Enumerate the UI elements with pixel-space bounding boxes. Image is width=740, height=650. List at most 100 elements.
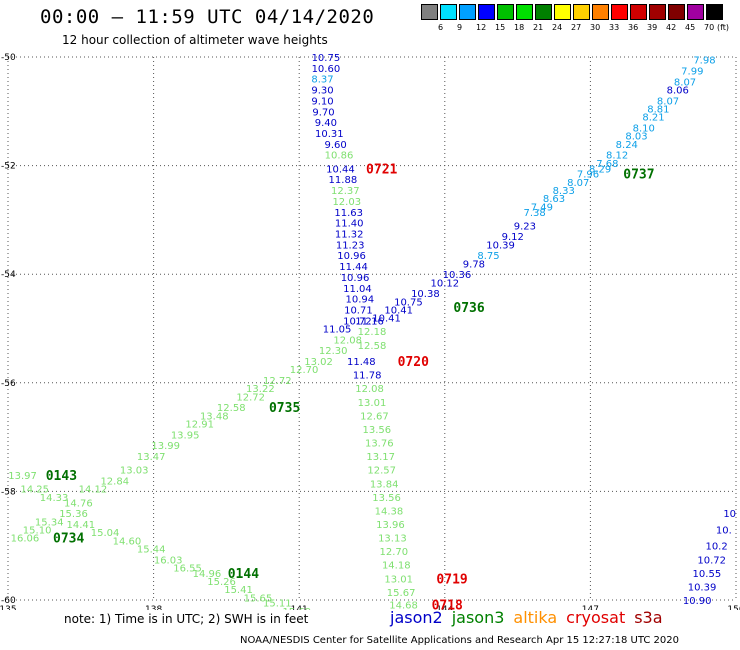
pass-time-label: 0735 [269,401,300,416]
wave-height-label: 15.69 [282,607,311,610]
y-tick-label: -54 [1,270,16,280]
wave-height-label: 10.72 [343,316,372,327]
legend-swatch [497,4,514,20]
pass-time-label: 0718 [432,598,463,610]
wave-height-label: 14.60 [113,536,142,547]
satellite-jason2: jason2 [390,608,443,627]
wave-height-label: 11.63 [334,208,363,219]
y-tick-label: -56 [1,379,16,389]
wave-height-label: 8.63 [543,194,565,205]
wave-height-label: 7.49 [531,202,553,213]
wave-height-label: 10.2 [705,542,727,553]
pass-time-label: 0143 [46,469,77,484]
wave-height-label: 15.26 [207,577,236,588]
wave-height-label: 14.41 [66,520,95,531]
wave-height-label: 15.41 [224,585,253,596]
wave-height-label: 10.96 [337,251,366,262]
wave-height-label: 13.47 [137,452,166,463]
wave-height-label: 13.97 [8,471,37,482]
wave-height-label: 9.30 [311,86,333,97]
wave-height-label: 10.41 [372,314,401,325]
page-title: 00:00 – 11:59 UTC 04/14/2020 [40,6,375,28]
wave-height-label: 7.98 [693,56,715,67]
wave-height-label: 9.70 [312,107,334,118]
wave-height-label: 13.95 [171,430,200,441]
wave-height-label: 10.75 [312,53,341,64]
legend-swatch [611,4,628,20]
wave-height-label: 13.99 [151,441,180,452]
wave-height-label: 12.37 [331,186,360,197]
x-tick-label: 150 [727,605,740,610]
wave-height-label: 8.03 [625,132,647,143]
pass-time-label: 0144 [228,567,259,582]
legend-label: 36 [628,23,639,32]
wave-height-label: 13.17 [366,452,395,463]
wave-height-label: 14.12 [79,485,108,496]
wave-height-label: 15.04 [91,528,120,539]
legend-label: 45 [685,23,696,32]
page-subtitle: 12 hour collection of altimeter wave hei… [62,33,328,47]
wave-height-label: 13.01 [358,398,387,409]
legend-label: 39 [647,23,658,32]
wave-height-label: 11.88 [329,175,358,186]
satellite-legend: jason2 jason3 altika cryosat s3a [390,608,672,627]
legend-label: 15 [495,23,506,32]
legend-label: 27 [571,23,582,32]
wave-height-label: 8.07 [567,178,589,189]
legend-label: 33 [609,23,620,32]
y-tick-label: -52 [1,162,16,172]
pass-time-label: 0719 [436,572,467,587]
legend-swatch [630,4,647,20]
wave-height-label: 13.13 [378,534,407,545]
wave-height-label: 8.24 [616,140,638,151]
wave-height-label: 15.67 [387,588,416,599]
wave-height-label: 12.58 [358,341,387,352]
y-tick-label: -60 [1,596,16,606]
legend-unit: (ft) [717,23,730,32]
satellite-jason3: jason3 [451,608,505,627]
wave-height-label: 12.08 [355,384,384,395]
x-tick-label: 141 [291,605,308,610]
y-tick-label: -50 [1,53,16,63]
legend-swatch [440,4,457,20]
pass-time-label: 0720 [398,355,429,370]
satellite-s3a: s3a [634,608,663,627]
wave-height-label: 8.10 [633,124,655,135]
wave-height-label: 12.57 [367,466,396,477]
wave-height-label: 12.84 [100,477,129,488]
wave-height-label: 10.31 [315,129,344,140]
wave-height-label: 11.40 [335,219,364,230]
wave-height-label: 7.96 [577,170,599,181]
wave-height-label: 14.18 [382,561,411,572]
wave-height-label: 8.21 [642,113,664,124]
wave-height-label: 12.08 [333,335,362,346]
wave-height-label: 14.68 [389,600,418,610]
legend-swatch [478,4,495,20]
wave-height-label: 11.04 [343,284,372,295]
pass-time-label: 0736 [453,301,484,316]
units-note: note: 1) Time is in UTC; 2) SWH is in fe… [64,612,309,626]
wave-height-label: 15.65 [244,593,273,604]
wave-height-label: 13.76 [365,439,394,450]
legend-label: 42 [666,23,677,32]
wave-height-label: 12.72 [263,376,292,387]
wave-height-label: 8.81 [647,105,669,116]
legend-label: 18 [514,23,525,32]
wave-height-label: 10.41 [384,305,413,316]
wave-height-label: 11.78 [353,371,382,382]
wave-height-label: 13.96 [376,520,405,531]
wave-height-label: 10.36 [443,270,472,281]
satellite-cryosat: cryosat [566,608,626,627]
wave-height-label: 10.90 [683,596,712,607]
wave-height-label: 15.10 [23,525,52,536]
wave-height-label: 14.33 [40,493,69,504]
wave-height-label: 10.71 [344,305,373,316]
wave-height-label: 9.40 [315,118,337,129]
wave-height-label: 8.33 [553,186,575,197]
wave-height-label: 8.06 [667,86,689,97]
wave-height-label: 14.38 [375,506,404,517]
legend-swatch [554,4,571,20]
wave-height-label: 9.60 [324,140,346,151]
wave-height-label: 7.68 [596,159,618,170]
legend-label: 6 [438,23,444,32]
